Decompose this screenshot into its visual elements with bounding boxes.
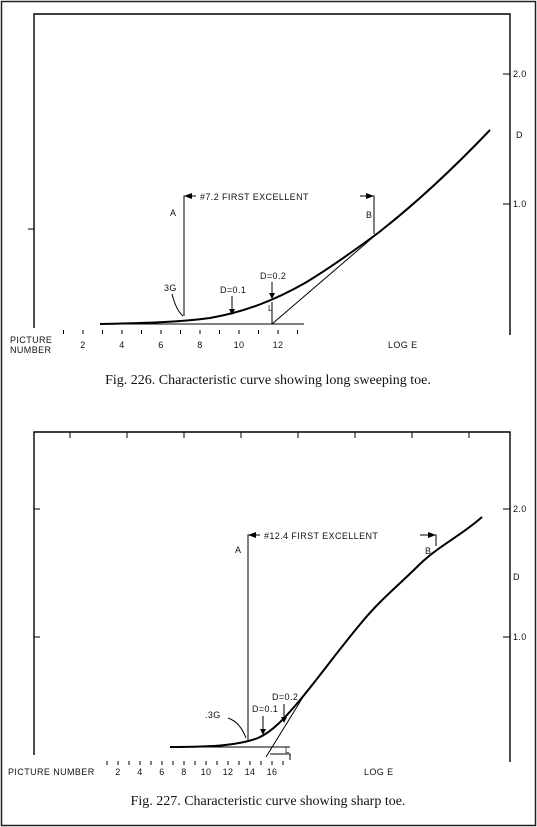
fig227-xaxis-right-label: LOG E [364,767,394,777]
fig227-gamma-label: .3G [205,710,221,720]
fig226-label-bg [196,189,360,203]
fig226-arrow-left [184,193,192,199]
fig227-ytick-2: 2.0 [513,504,527,514]
fig226-ytick-2: 2.0 [513,69,527,79]
fig227-ylabel: D [513,572,520,582]
fig226-gamma-pointer [171,293,184,317]
fig226-ticks-label-10: 10 [234,340,245,350]
fig226-picture-number-ticks: 2 4 6 8 10 12 [63,330,298,350]
fig227-xaxis-left-label: PICTURE NUMBER [8,767,95,777]
fig227-ticks-label-14: 14 [245,767,256,777]
fig227-ticks-label-10: 10 [201,767,212,777]
fig227-l-label: L [285,746,290,755]
figure-227: 2.0 D 1.0 #12.4 FIRST EXCELLENT A B .3G … [8,431,527,809]
fig227-ticks-label-6: 6 [159,767,164,777]
fig227-arrow-right [428,532,436,538]
fig226-xaxis-left-label-2: NUMBER [10,345,52,355]
fig226-xaxis-left-label-1: PICTURE [10,335,52,345]
fig227-ticks-label-4: 4 [137,767,142,777]
fig226-ticks-label-8: 8 [197,340,202,350]
fig227-ticks-label-12: 12 [223,767,234,777]
fig227-characteristic-curve [169,516,483,748]
fig226-ticks-label-2: 2 [80,340,85,350]
fig226-ticks-label-6: 6 [158,340,163,350]
fig227-ticks-label-16: 16 [267,767,278,777]
fig227-point-b: B [425,546,431,556]
fig227-l-line [270,753,291,760]
fig227-first-excellent: #12.4 FIRST EXCELLENT [264,531,378,541]
fig227-d02-arrowhead [281,717,287,723]
fig226-d02-arrowhead [269,293,275,299]
fig226-tangent-line [271,232,379,325]
fig226-gamma-label: 3G [164,283,177,293]
fig227-ticks-label-8: 8 [181,767,186,777]
fig226-d01-label: D=0.1 [220,285,246,295]
fig226-arrow-right [366,193,374,199]
fig227-d02-label: D=0.2 [272,692,298,702]
fig227-ticks-label-2: 2 [115,767,120,777]
fig226-point-a: A [170,208,176,218]
fig227-picture-number-ticks: 2 4 6 8 10 12 14 16 [106,761,284,777]
fig226-point-b: B [366,210,372,220]
fig226-first-excellent: #7.2 FIRST EXCELLENT [200,192,309,202]
fig226-d02-label: D=0.2 [260,271,286,281]
fig226-frame [33,13,511,335]
fig226-ylabel: D [516,130,523,140]
fig227-gamma-pointer [227,717,247,739]
fig226-d01-arrowhead [229,309,235,315]
fig226-l-label: L [268,304,273,313]
fig226-caption: Fig. 226. Characteristic curve showing l… [105,373,431,388]
fig226-ytick-1: 1.0 [513,199,527,209]
fig227-d01-label: D=0.1 [252,704,278,714]
fig227-ytick-1: 1.0 [513,632,527,642]
fig227-top-ticks [69,432,470,438]
fig226-ticks-label-4: 4 [119,340,124,350]
fig227-frame [33,431,511,762]
fig227-label-bg [260,528,420,542]
fig227-tangent-line [265,696,304,758]
fig227-caption: Fig. 227. Characteristic curve showing s… [131,794,406,809]
fig227-d01-arrowhead [260,729,266,735]
fig226-characteristic-curve [99,129,491,325]
figure-226: 2.0 D 1.0 #7.2 FIRST EXCELLENT A B 3G D=… [10,13,527,388]
fig227-point-a: A [235,545,241,555]
fig226-xaxis-right-label: LOG E [388,340,418,350]
fig226-ticks-label-12: 12 [273,340,284,350]
fig227-arrow-left [248,532,256,538]
